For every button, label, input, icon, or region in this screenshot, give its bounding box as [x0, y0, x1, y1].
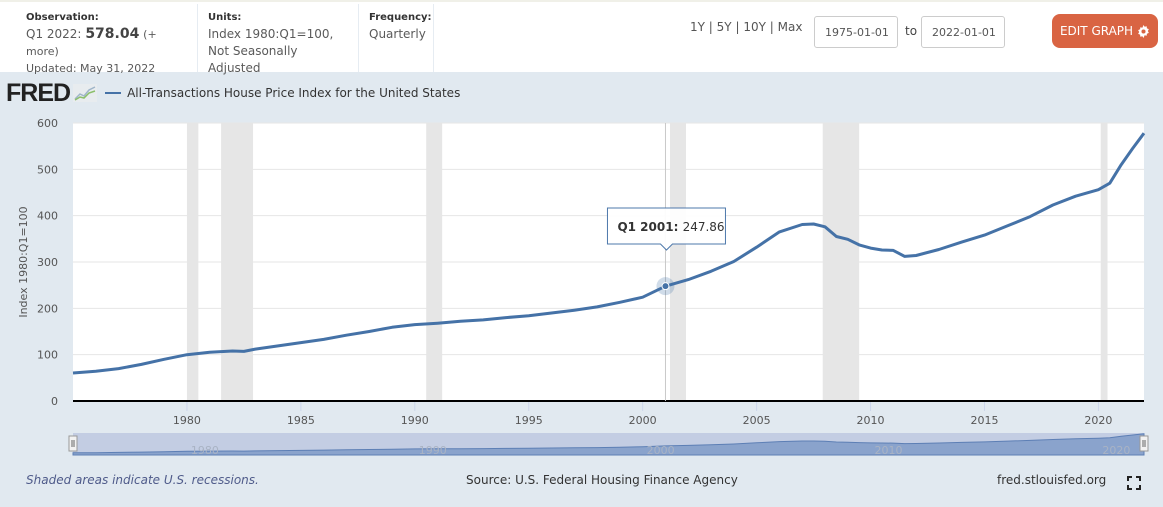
navigator-tick-label: 2010: [875, 444, 903, 457]
more-observations-link[interactable]: (+ more): [26, 28, 157, 58]
x-tick-label: 1990: [401, 414, 429, 427]
updated-date: Updated: May 31, 2022: [26, 62, 156, 75]
line-chart-icon: [73, 84, 98, 102]
range-separator: |: [769, 20, 774, 34]
edit-graph-label: EDIT GRAPH: [1059, 24, 1134, 38]
start-date-input[interactable]: [814, 16, 898, 48]
range-max-link[interactable]: Max: [777, 20, 803, 34]
observation-label: Observation:: [26, 12, 99, 23]
frequency-value: Quarterly: [369, 27, 426, 41]
navigator-series: [72, 433, 1145, 456]
legend-swatch: [105, 92, 122, 94]
handle-body[interactable]: [68, 435, 78, 452]
range-separator: |: [735, 20, 740, 34]
legend-series-label[interactable]: All-Transactions House Price Index for t…: [127, 86, 461, 100]
x-tick-label: 1985: [287, 414, 315, 427]
y-tick-label: 400: [37, 210, 58, 223]
y-tick-label: 100: [37, 349, 58, 362]
x-tick-label: 2005: [743, 414, 771, 427]
navigator-tick-label: 1990: [419, 444, 447, 457]
observation-panel: Observation: Q1 2022: 578.04 (+ more) Up…: [16, 4, 198, 75]
tooltip-value: 247.86: [683, 220, 725, 234]
range-10y-link[interactable]: 10Y: [743, 20, 766, 34]
edit-graph-button[interactable]: EDIT GRAPH: [1052, 14, 1158, 48]
x-tick-label: 1980: [173, 414, 201, 427]
latest-value: 578.04: [85, 26, 140, 42]
end-date-input[interactable]: [921, 16, 1005, 48]
source-text: Source: U.S. Federal Housing Finance Age…: [466, 473, 738, 487]
hover-point[interactable]: [661, 282, 670, 291]
date-to-label: to: [905, 24, 918, 38]
header-bar: Observation: Q1 2022: 578.04 (+ more) Up…: [0, 0, 1163, 75]
x-tick-label: 2000: [629, 414, 657, 427]
navigator-tick-label: 2000: [647, 444, 675, 457]
x-tick-label: 2020: [1084, 414, 1112, 427]
handle-body[interactable]: [1139, 435, 1149, 452]
observation-value: Q1 2022: 578.04 (+ more): [26, 26, 187, 60]
tooltip-label: Q1 2001:: [617, 220, 682, 234]
series-line[interactable]: [72, 132, 1146, 375]
y-tick-label: 200: [37, 302, 58, 315]
fullscreen-icon[interactable]: [1127, 476, 1141, 490]
y-tick-label: 0: [51, 395, 58, 408]
chart-area[interactable]: 0 100 200 300 400 500 600 1980 1985 1990 1995 2000…: [0, 110, 1163, 465]
observation-period: Q1 2022:: [26, 27, 82, 41]
units-panel: Units: Index 1980:Q1=100, Not Seasonally…: [198, 4, 359, 75]
navigator-tick-label: 1980: [191, 444, 219, 457]
y-tick-label: 500: [37, 163, 58, 176]
range-1y-link[interactable]: 1Y: [690, 20, 705, 34]
navigator-right-handle[interactable]: [1139, 435, 1149, 452]
x-tick-label: 2010: [857, 414, 885, 427]
frequency-label: Frequency:: [369, 12, 432, 23]
y-tick-label: 600: [37, 117, 58, 130]
navigator-left-handle[interactable]: [68, 435, 78, 452]
recession-note: Shaded areas indicate U.S. recessions.: [26, 473, 259, 487]
y-axis-label: Index 1980:Q1=100: [17, 206, 30, 317]
y-tick-label: 300: [37, 256, 58, 269]
x-tick-label: 2015: [970, 414, 998, 427]
units-label: Units:: [208, 12, 242, 23]
range-separator: |: [708, 20, 713, 34]
navigator-tick-label: 2020: [1102, 444, 1130, 457]
x-tick-label: 1995: [515, 414, 543, 427]
range-5y-link[interactable]: 5Y: [716, 20, 732, 34]
tooltip-text: Q1 2001: 247.86: [617, 220, 724, 234]
gear-icon: [1138, 24, 1149, 38]
units-line-1: Index 1980:Q1=100,: [208, 27, 334, 41]
range-links: 1Y | 5Y | 10Y | Max: [690, 20, 802, 34]
frequency-panel: Frequency: Quarterly: [359, 4, 434, 72]
site-link[interactable]: fred.stlouisfed.org: [997, 473, 1107, 487]
fred-logo[interactable]: FRED: [6, 78, 71, 107]
chart-title-row: FRED All-Transactions House Price Index …: [6, 78, 461, 107]
units-line-2: Not Seasonally Adjusted: [208, 44, 298, 75]
tooltip-box: [606, 207, 726, 251]
